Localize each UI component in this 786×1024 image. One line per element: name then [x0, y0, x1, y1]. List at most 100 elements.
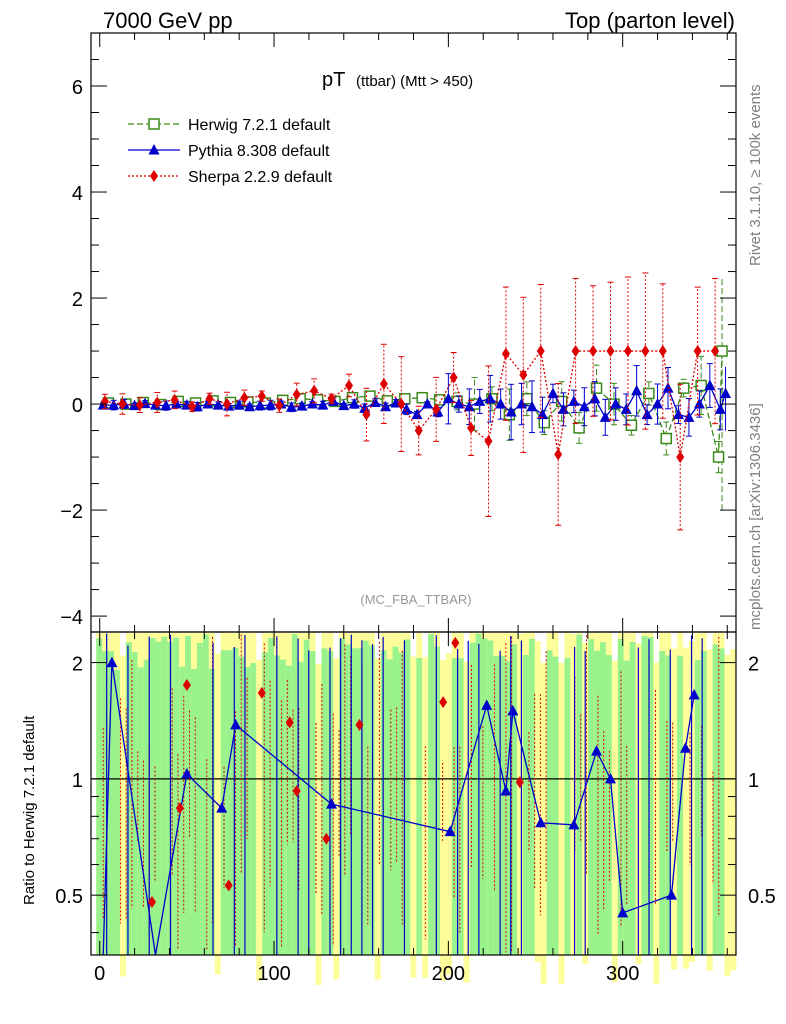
uncertainty-band-green: [600, 642, 606, 955]
data-point-sherpa: [711, 345, 720, 358]
uncertainty-band-green: [564, 657, 571, 955]
uncertainty-band-green: [262, 652, 269, 955]
uncertainty-band-green: [137, 667, 144, 955]
ratio-point-sherpa: [285, 716, 294, 729]
data-point-pythia: [411, 408, 423, 420]
ratio-point-pythia: [181, 767, 193, 779]
data-point-sherpa: [449, 371, 458, 384]
ratio-ylabel: Ratio to Herwig 7.2.1 default: [21, 715, 38, 905]
x-tick-label: 0: [94, 963, 105, 985]
uncertainty-band-green: [345, 644, 352, 955]
y-tick-label: −2: [60, 501, 83, 523]
ratio-point-sherpa: [148, 896, 157, 909]
data-point-pythia: [537, 408, 548, 420]
uncertainty-band-green: [179, 666, 186, 955]
series-sherpa: [100, 272, 720, 531]
ratio-point-sherpa: [224, 879, 233, 892]
ratio-y-tick-label: 0.5: [55, 886, 83, 908]
ratio-point-pythia: [481, 699, 493, 710]
uncertainty-band-green: [268, 637, 275, 955]
uncertainty-band-green: [493, 655, 500, 955]
data-point-pythia: [369, 396, 381, 407]
data-point-sherpa: [275, 399, 284, 412]
ratio-point-pythia: [444, 825, 456, 837]
x-tick-label: 200: [432, 963, 465, 985]
uncertainty-band-green: [321, 648, 328, 955]
data-point-sherpa: [414, 424, 423, 437]
uncertainty-band-yellow: [256, 659, 263, 981]
uncertainty-band-green: [357, 648, 363, 955]
uncertainty-band-green: [434, 646, 440, 955]
legend-marker-sherpa: [150, 170, 158, 182]
legend-label-herwig: Herwig 7.2.1 default: [188, 117, 331, 134]
ratio-point-pythia: [507, 704, 519, 716]
ratio-y-tick-label: 1: [72, 770, 83, 792]
data-point-sherpa: [693, 345, 702, 358]
data-point-sherpa: [467, 421, 476, 434]
data-point-pythia: [380, 400, 392, 412]
ratio-point-sherpa: [322, 832, 331, 845]
header-left: 7000 GeV pp: [103, 8, 233, 33]
data-point-pythia: [474, 395, 486, 406]
ratio-point-sherpa: [439, 696, 448, 709]
data-point-pythia: [484, 392, 496, 404]
data-point-sherpa: [118, 398, 127, 411]
uncertainty-band-green: [131, 651, 138, 955]
uncertainty-band-green: [291, 634, 298, 955]
ratio-y-tick-label-right: 0.5: [748, 886, 776, 908]
uncertainty-band-green: [505, 661, 512, 955]
analysis-tag: (MC_FBA_TTBAR): [360, 592, 471, 607]
data-point-pythia: [672, 408, 684, 420]
data-point-sherpa: [623, 345, 632, 358]
uncertainty-band-yellow: [570, 634, 577, 956]
data-point-sherpa: [641, 345, 650, 358]
data-point-pythia: [589, 392, 601, 404]
data-point-pythia: [421, 398, 433, 409]
uncertainty-band-yellow: [410, 656, 417, 978]
data-point-pythia: [714, 403, 726, 414]
uncertainty-band-yellow: [558, 662, 565, 984]
ratio-point-pythia: [500, 785, 512, 796]
uncertainty-band-green: [96, 638, 103, 955]
ratio-point-sherpa: [257, 686, 266, 699]
data-point-pythia: [495, 398, 507, 409]
uncertainty-band-green: [368, 645, 375, 955]
uncertainty-band-green: [309, 651, 316, 955]
data-point-sherpa: [310, 384, 319, 397]
data-point-pythia: [505, 406, 517, 417]
ratio-point-sherpa: [175, 802, 184, 815]
uncertainty-band-green: [469, 642, 476, 955]
ratio-point-pythia: [679, 742, 691, 753]
data-point-pythia: [348, 398, 360, 409]
uncertainty-band-green: [226, 650, 233, 955]
legend-marker-herwig: [148, 118, 160, 130]
data-point-herwig: [660, 432, 673, 445]
data-point-pythia: [401, 403, 413, 414]
data-point-sherpa: [292, 388, 301, 401]
data-point-pythia: [296, 400, 308, 411]
uncertainty-band-green: [208, 668, 215, 955]
data-point-sherpa: [153, 396, 162, 409]
data-point-herwig: [712, 451, 725, 463]
legend-label-sherpa: Sherpa 2.2.9 default: [188, 169, 333, 186]
data-point-pythia: [254, 399, 266, 411]
data-point-sherpa: [571, 345, 580, 358]
uncertainty-band-green: [149, 638, 156, 955]
data-point-pythia: [108, 399, 120, 410]
uncertainty-band-green: [351, 648, 358, 955]
data-point-sherpa: [589, 345, 598, 358]
ratio-point-pythia: [568, 818, 580, 830]
ratio-point-pythia: [617, 906, 629, 918]
uncertainty-band-yellow: [374, 658, 381, 980]
data-point-sherpa: [536, 345, 545, 358]
data-point-sherpa: [170, 393, 179, 406]
y-tick-label: 0: [72, 395, 83, 417]
uncertainty-band-green: [297, 661, 304, 955]
ratio-point-pythia: [535, 816, 547, 828]
uncertainty-band-yellow: [315, 663, 322, 985]
uncertainty-band-green: [398, 652, 405, 955]
ratio-y-tick-label-right: 1: [748, 770, 759, 792]
data-point-pythia: [442, 392, 454, 404]
data-point-pythia: [631, 384, 643, 396]
data-point-sherpa: [397, 398, 406, 411]
